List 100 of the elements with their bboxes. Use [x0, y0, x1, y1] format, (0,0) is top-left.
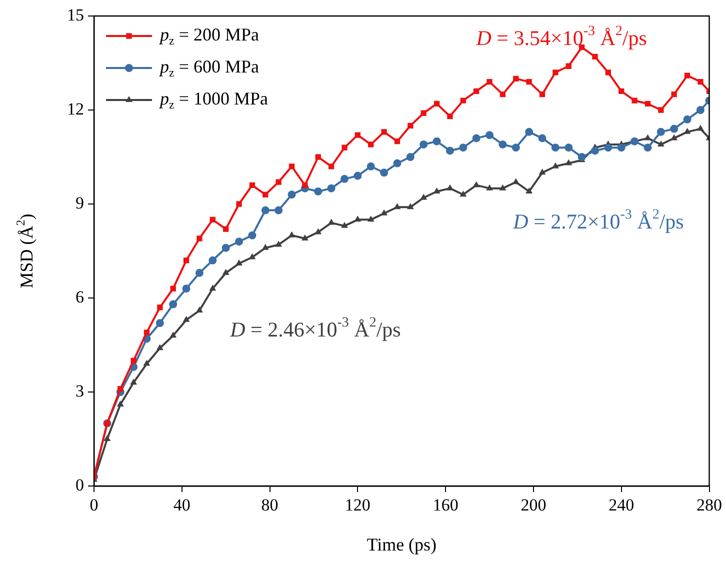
point	[210, 216, 216, 222]
point	[130, 358, 136, 364]
x-tick-label: 80	[261, 496, 278, 515]
point	[223, 226, 229, 232]
point	[486, 184, 493, 190]
point	[644, 100, 651, 107]
point	[539, 92, 546, 98]
x-tick-label: 280	[696, 496, 722, 515]
point	[367, 216, 374, 222]
point	[182, 284, 190, 293]
y-tick-label: 15	[67, 5, 84, 24]
point	[525, 128, 534, 136]
point	[420, 140, 428, 148]
point	[170, 332, 177, 338]
x-tick-label: 0	[90, 496, 98, 515]
point	[328, 218, 335, 225]
point	[116, 400, 124, 407]
point	[248, 253, 256, 260]
point	[526, 78, 532, 85]
point	[486, 131, 494, 140]
point	[474, 88, 480, 94]
point	[670, 134, 678, 140]
point	[590, 146, 599, 155]
x-tick-label: 40	[173, 496, 190, 515]
point	[314, 187, 322, 196]
point	[552, 162, 559, 168]
point	[406, 203, 414, 210]
point	[262, 192, 268, 198]
point	[274, 206, 283, 214]
point	[249, 182, 256, 188]
point	[262, 244, 269, 250]
point	[552, 70, 558, 76]
point	[222, 268, 230, 275]
point	[696, 106, 704, 114]
point	[460, 98, 466, 104]
point	[657, 140, 664, 146]
point	[368, 142, 374, 148]
point	[486, 78, 492, 85]
y-axis-title: MSD (Å2)	[13, 214, 37, 288]
point	[156, 344, 164, 350]
point	[604, 144, 612, 152]
point	[394, 203, 401, 210]
point	[683, 115, 692, 124]
y-tick-label: 6	[76, 287, 84, 306]
point	[433, 187, 440, 194]
x-tick-label: 240	[608, 496, 634, 515]
point	[656, 128, 665, 136]
point	[432, 137, 441, 146]
point	[157, 304, 163, 310]
y-tick-label: 9	[76, 193, 84, 212]
point	[261, 206, 270, 214]
point	[447, 113, 453, 120]
point	[671, 92, 677, 98]
point	[366, 162, 375, 170]
point	[670, 124, 678, 133]
point	[354, 132, 361, 138]
point	[144, 330, 150, 336]
point	[499, 184, 506, 190]
point	[301, 234, 308, 240]
point	[684, 72, 690, 78]
point	[617, 144, 626, 152]
point	[183, 258, 190, 264]
point	[380, 209, 388, 216]
point	[340, 174, 348, 183]
point	[446, 146, 454, 155]
point	[235, 238, 244, 246]
point	[380, 168, 388, 177]
y-tick-label: 3	[76, 381, 84, 400]
point	[196, 306, 203, 313]
point	[195, 268, 204, 277]
y-tick-label: 0	[76, 475, 84, 494]
point	[551, 144, 560, 152]
point	[288, 190, 296, 199]
point	[605, 70, 611, 76]
point	[644, 134, 652, 140]
point	[196, 236, 202, 242]
point	[565, 159, 572, 166]
point	[118, 386, 124, 392]
point	[248, 231, 256, 240]
point	[698, 78, 704, 85]
point	[460, 190, 467, 197]
point	[170, 286, 176, 292]
x-tick-label: 160	[432, 496, 458, 515]
point	[513, 76, 519, 82]
point	[236, 260, 242, 266]
point	[288, 164, 295, 170]
point	[302, 182, 308, 188]
point	[341, 222, 348, 228]
point	[393, 159, 402, 168]
point	[288, 231, 296, 238]
point	[644, 144, 652, 152]
point	[328, 164, 334, 170]
point	[354, 216, 362, 222]
point	[354, 172, 362, 180]
point	[182, 316, 190, 322]
point	[275, 240, 282, 247]
x-tick-label: 120	[344, 496, 370, 515]
point	[104, 435, 111, 441]
point	[538, 168, 546, 175]
point	[381, 129, 387, 135]
